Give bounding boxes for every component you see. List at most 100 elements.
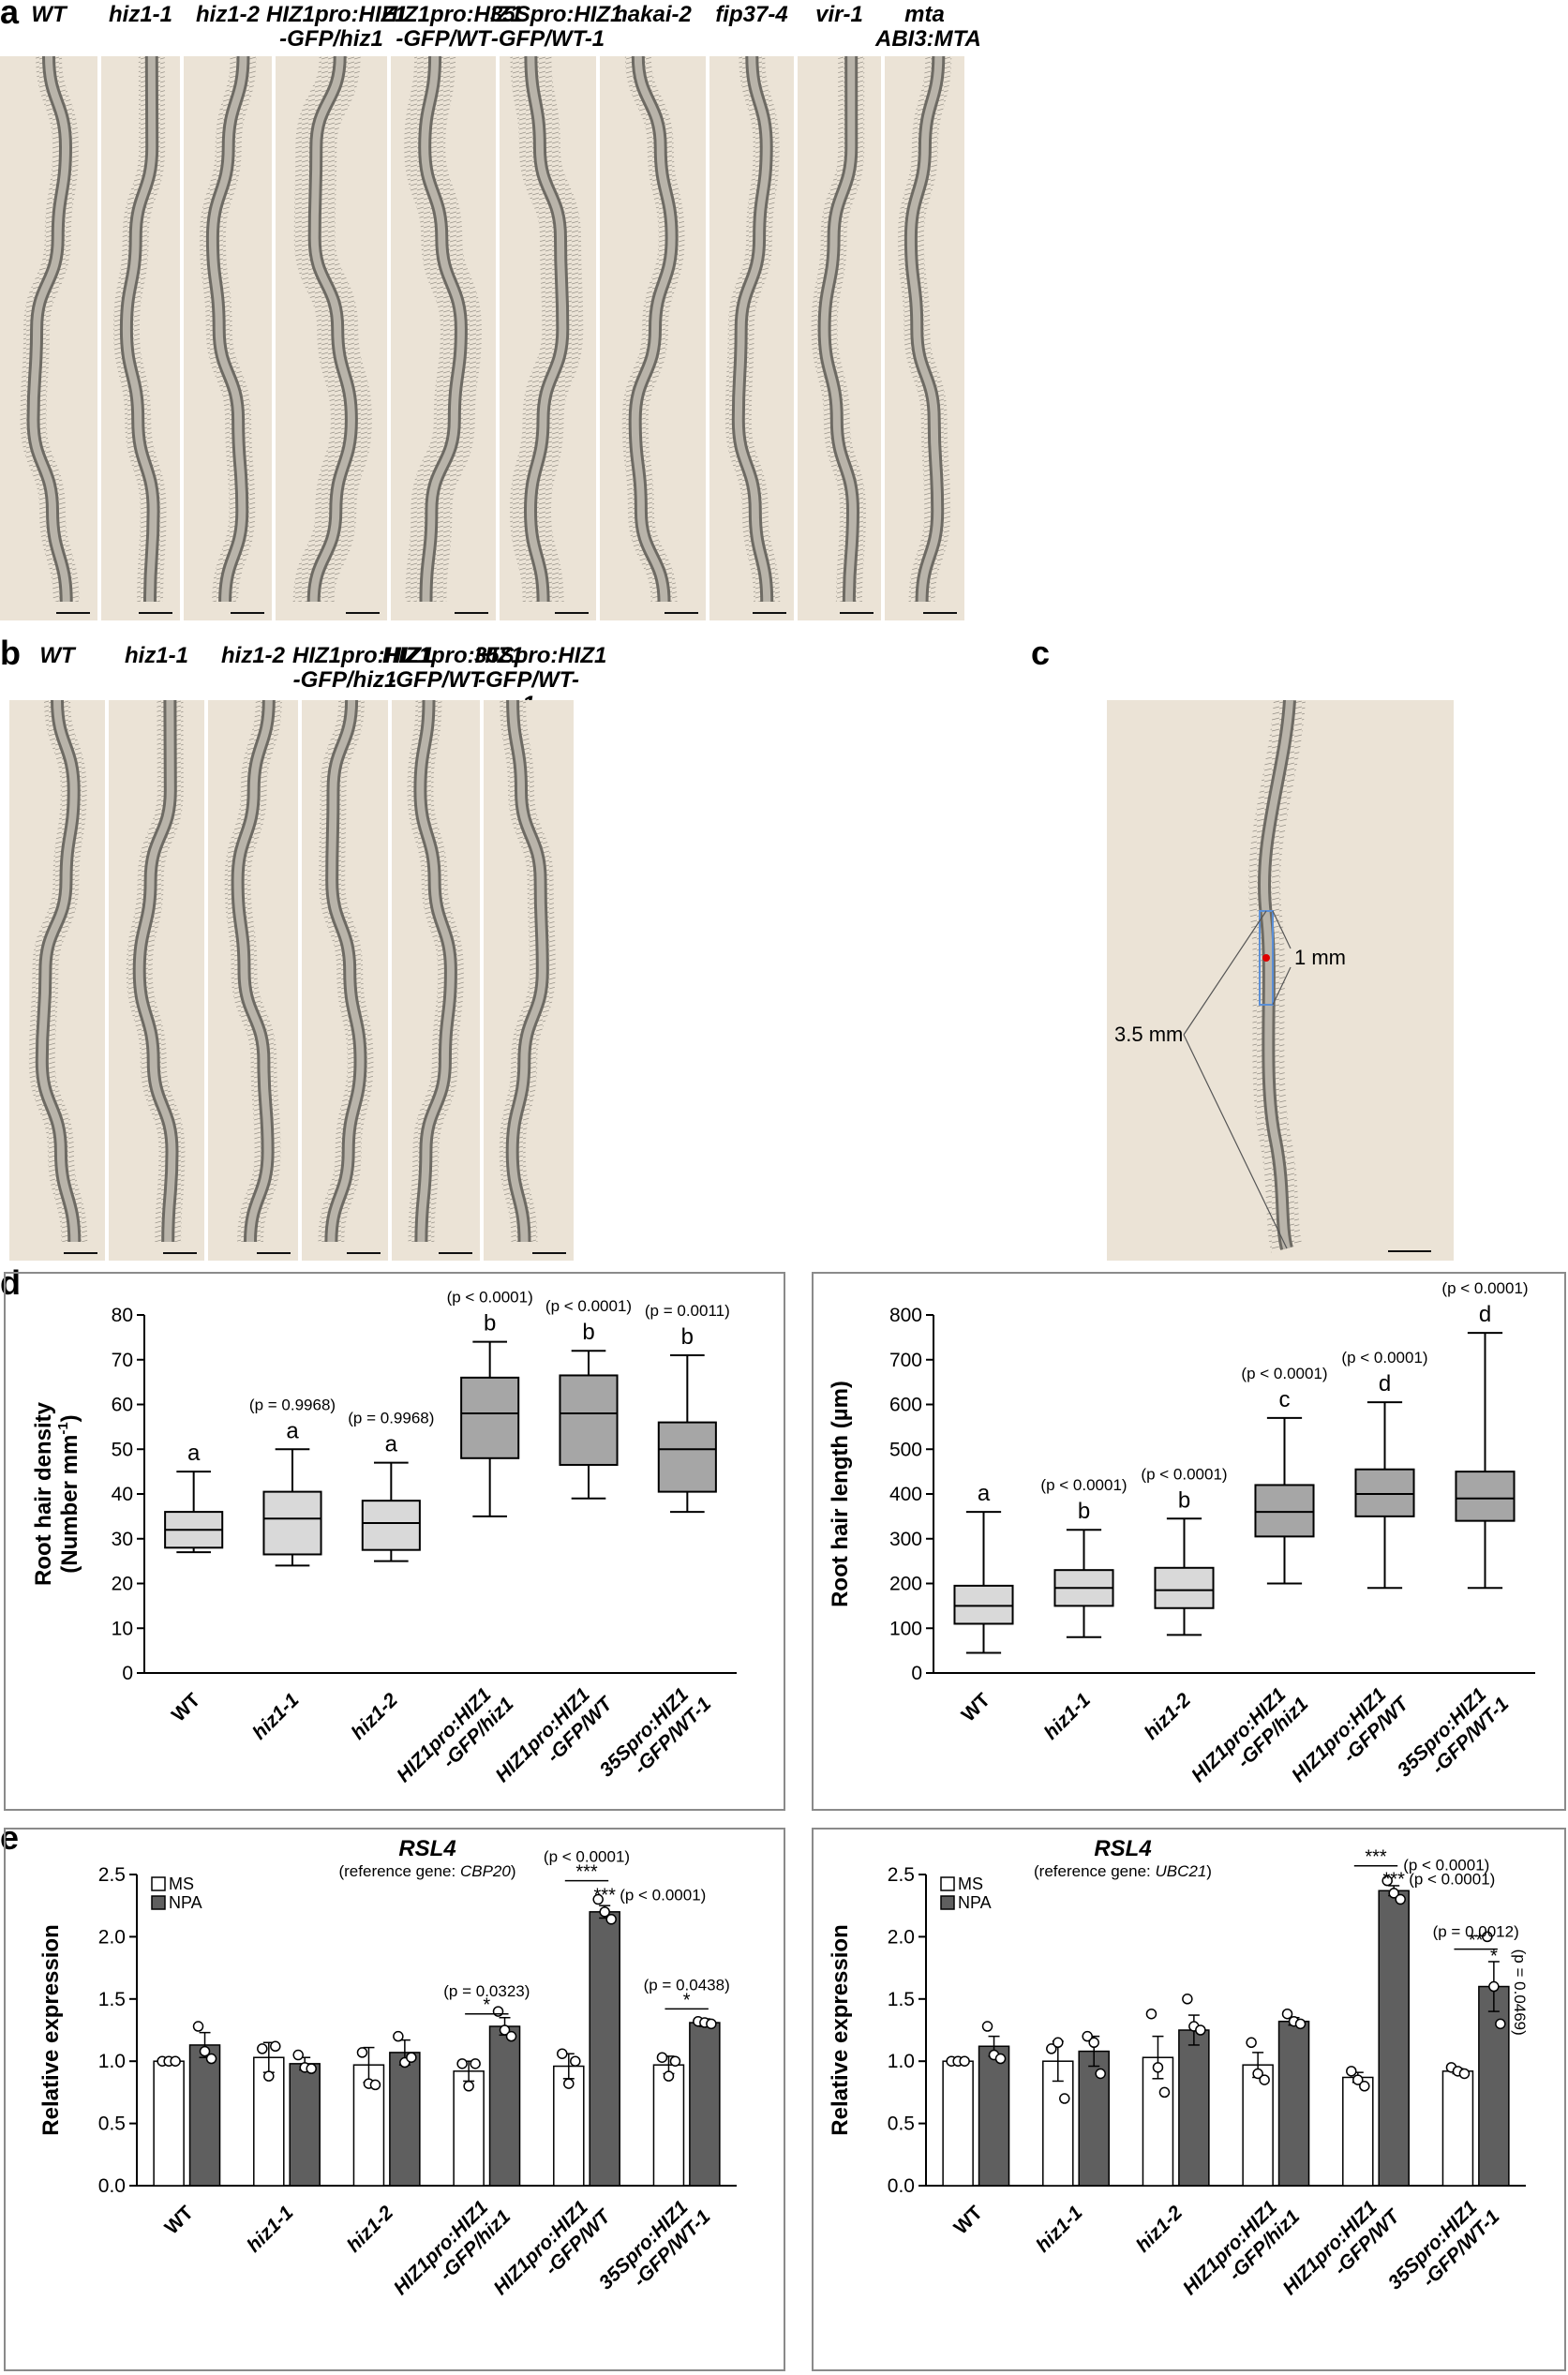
box-0 [164, 1471, 224, 1554]
measure-center-dot [1262, 954, 1270, 962]
a-title-9: mta ABI3:MTA [875, 3, 981, 52]
category-label-line1: hiz1-1 [248, 1689, 303, 1743]
chart-title: RSL4 [1094, 1836, 1151, 1861]
y-tick-label: 30 [112, 1529, 133, 1550]
category-label-2: hiz1-2 [1132, 2202, 1187, 2257]
box-1 [1053, 1529, 1114, 1638]
a-title-line2: -GFP/WT-1 [490, 26, 605, 52]
data-point [669, 2055, 681, 2067]
bar-ms-5 [652, 2064, 685, 2187]
significance-stars: * [683, 1990, 691, 2010]
legend-swatch [151, 1876, 166, 1891]
data-point [369, 2079, 381, 2091]
data-point [470, 2058, 481, 2069]
root-core [29, 56, 70, 603]
data-point [1352, 2074, 1364, 2085]
a-title-0: WT [0, 3, 107, 27]
category-label-5: 35Spro:HIZ1-GFP/WT-1 [595, 2197, 715, 2294]
significance-letter: a [286, 1418, 299, 1443]
a-title-5: 35Spro:HIZ1 -GFP/WT-1 [490, 2, 623, 52]
a-root-svg-5 [509, 56, 589, 614]
y-axis-label: Root hair length (µm) [828, 1381, 853, 1607]
data-point [1458, 2068, 1471, 2080]
data-point [199, 2045, 211, 2057]
legend-swatch [940, 1876, 955, 1891]
data-point [706, 2018, 717, 2030]
a-title-line2: -GFP/WT [396, 26, 491, 52]
category-label-1: hiz1-1 [248, 1689, 303, 1743]
b-title-4: HIZ1pro:HIZ1 -GFP/WT [382, 644, 524, 693]
a-title-line1: hiz1-1 [108, 2, 172, 27]
a-root-svg-0 [20, 56, 90, 614]
a-title-line1: hakai-2 [614, 2, 692, 27]
data-point [1381, 1875, 1393, 1887]
data-point [1195, 2024, 1206, 2036]
significance-stars: *** [1383, 1869, 1406, 1890]
b-title-1: hiz1-1 [99, 644, 214, 668]
b-root-svg-2 [224, 700, 291, 1254]
data-point [292, 2049, 304, 2061]
b-root-image-0 [9, 700, 105, 1261]
a-root-image-2 [184, 56, 272, 620]
legend-swatch [940, 1895, 955, 1910]
b-title-5: 35Spro:HIZ1-GFP/WT-1 [474, 644, 606, 717]
y-tick-label: 500 [889, 1439, 922, 1460]
data-point [170, 2055, 181, 2067]
b-title-line1: hiz1-2 [220, 643, 285, 668]
data-point [205, 2053, 217, 2065]
data-point [406, 2052, 417, 2063]
data-point [1395, 1893, 1406, 1905]
box-0 [953, 1511, 1014, 1654]
data-point [499, 2024, 511, 2036]
significance-stars: * [1490, 1947, 1498, 1967]
y-tick-label: 2.5 [98, 1864, 126, 1886]
category-label-4: HIZ1pro:HIZ1-GFP/WT [489, 2197, 616, 2299]
data-point [1059, 2093, 1070, 2104]
category-label-line1: hiz1-1 [243, 2202, 297, 2256]
category-label-3: HIZ1pro:HIZ1-GFP/hiz1 [390, 2197, 515, 2299]
significance-letter: a [187, 1441, 201, 1466]
data-point [192, 2021, 204, 2032]
data-point [663, 2070, 675, 2082]
root-core [421, 56, 465, 603]
y-tick-label: 2.0 [888, 1926, 915, 1948]
panel-c-root-svg [1183, 700, 1431, 1253]
data-point [393, 2030, 404, 2042]
b-title-0: WT [0, 644, 114, 668]
bar-ms-0 [153, 2060, 185, 2187]
bar-npa-4 [1378, 1890, 1410, 2187]
box-3 [460, 1340, 520, 1517]
y-tick-label: 1.0 [888, 2051, 915, 2072]
category-label-line1: hiz1-2 [1141, 1689, 1196, 1744]
y-tick-label: 50 [112, 1439, 133, 1460]
y-tick-label: 40 [112, 1484, 133, 1505]
y-tick-label: 0.0 [888, 2175, 915, 2197]
category-label-4: HIZ1pro:HIZ1-GFP/WT [1278, 2197, 1405, 2299]
category-label-line1: hiz1-2 [1132, 2202, 1187, 2257]
a-root-image-3 [276, 56, 387, 620]
pointer-1mm-top [1272, 910, 1292, 949]
data-point [563, 2078, 575, 2089]
a-title-6: hakai-2 [590, 3, 715, 27]
y-axis-label: Relative expression [38, 1924, 64, 2135]
box-5 [657, 1353, 717, 1514]
category-label-0: WT [958, 1689, 994, 1725]
y-tick-label: 1.0 [98, 2051, 126, 2072]
category-label-line1: WT [161, 2202, 198, 2238]
y-tick-label: 20 [112, 1574, 133, 1595]
bar-npa-5 [1478, 1985, 1510, 2187]
a-title-3: HIZ1pro:HIZ1 -GFP/hiz1 [266, 3, 408, 52]
root-hair-density-chart: 0 10 20 30 40 50 60 70 80 Root hair density(Numbe… [31, 1289, 737, 1786]
data-point [1152, 2062, 1164, 2073]
category-label-5: 35Spro:HIZ1-GFP/WT-1 [1384, 2197, 1504, 2294]
a-title-line1: 35Spro:HIZ1 [490, 2, 623, 27]
y-axis-label: Relative expression [828, 1924, 853, 2135]
y-tick-label: 1.5 [98, 1989, 126, 2010]
category-label-line1: WT [168, 1689, 204, 1725]
data-point [994, 2053, 1007, 2065]
root-core [309, 56, 355, 603]
root-core [122, 56, 157, 603]
b-root-image-4 [392, 700, 480, 1261]
bar-ms-5 [1441, 2070, 1474, 2187]
root-core [135, 700, 176, 1243]
